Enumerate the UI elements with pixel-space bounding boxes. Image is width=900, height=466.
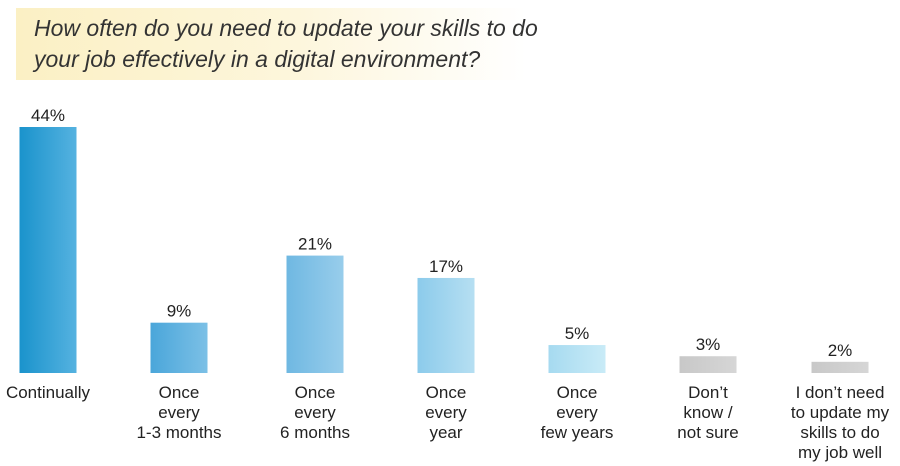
- value-label-4: 17%: [429, 257, 463, 276]
- value-label-5: 5%: [565, 324, 590, 343]
- bar-1: [19, 127, 77, 373]
- bar-6: [679, 356, 737, 373]
- category-label-1: Continually: [6, 383, 91, 402]
- category-label-5: Once every few years: [541, 383, 614, 442]
- category-label-7: I don’t need to update my skills to do my j…: [791, 383, 890, 462]
- bar-3: [286, 255, 344, 373]
- category-label-2: Once every 1-3 months: [136, 383, 221, 442]
- bar-7: [811, 361, 869, 373]
- chart-title: How often do you need to update your ski…: [34, 15, 538, 72]
- value-label-6: 3%: [696, 335, 721, 354]
- value-label-2: 9%: [167, 302, 192, 321]
- category-label-6: Don’t know / not sure: [677, 383, 738, 442]
- bar-4: [417, 277, 475, 373]
- value-label-3: 21%: [298, 235, 332, 254]
- category-label-4: Once every year: [425, 383, 467, 442]
- value-label-1: 44%: [31, 106, 65, 125]
- category-label-3: Once every 6 months: [280, 383, 350, 442]
- bar-2: [150, 322, 208, 373]
- value-label-7: 2%: [828, 341, 853, 360]
- title-background: [16, 8, 526, 80]
- bar-5: [548, 345, 606, 373]
